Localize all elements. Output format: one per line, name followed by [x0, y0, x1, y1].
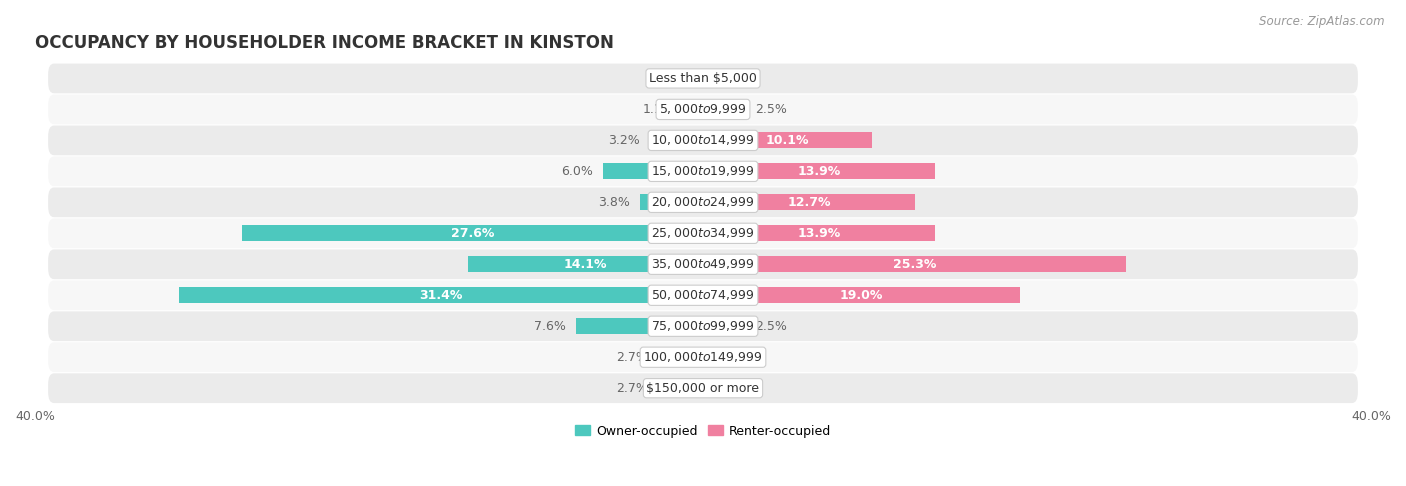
Text: $100,000 to $149,999: $100,000 to $149,999	[644, 350, 762, 364]
Bar	[703, 287, 1021, 303]
Text: $10,000 to $14,999: $10,000 to $14,999	[651, 133, 755, 147]
FancyBboxPatch shape	[48, 249, 1358, 279]
Text: 3.2%: 3.2%	[607, 134, 640, 147]
Text: 0.0%: 0.0%	[713, 382, 745, 395]
Bar	[703, 132, 872, 148]
FancyBboxPatch shape	[48, 280, 1358, 310]
FancyBboxPatch shape	[48, 312, 1358, 341]
FancyBboxPatch shape	[48, 188, 1358, 217]
Text: $25,000 to $34,999: $25,000 to $34,999	[651, 226, 755, 240]
Bar	[658, 349, 703, 365]
Text: 12.7%: 12.7%	[787, 196, 831, 209]
Text: Less than $5,000: Less than $5,000	[650, 72, 756, 85]
Text: $15,000 to $19,999: $15,000 to $19,999	[651, 164, 755, 178]
Bar	[703, 318, 745, 334]
FancyBboxPatch shape	[48, 64, 1358, 93]
Bar	[703, 102, 745, 118]
Text: OCCUPANCY BY HOUSEHOLDER INCOME BRACKET IN KINSTON: OCCUPANCY BY HOUSEHOLDER INCOME BRACKET …	[35, 35, 614, 52]
Bar	[242, 226, 703, 242]
Text: 13.9%: 13.9%	[797, 227, 841, 240]
Text: 25.3%: 25.3%	[893, 258, 936, 271]
Bar	[685, 102, 703, 118]
Bar	[468, 256, 703, 272]
Text: Source: ZipAtlas.com: Source: ZipAtlas.com	[1260, 15, 1385, 28]
Text: 31.4%: 31.4%	[419, 289, 463, 302]
Bar	[703, 226, 935, 242]
Text: 2.5%: 2.5%	[755, 320, 786, 333]
Text: $75,000 to $99,999: $75,000 to $99,999	[651, 319, 755, 333]
Text: 13.9%: 13.9%	[797, 165, 841, 178]
Bar	[703, 163, 935, 179]
Text: 19.0%: 19.0%	[839, 289, 883, 302]
Bar	[658, 380, 703, 396]
FancyBboxPatch shape	[48, 342, 1358, 372]
Bar	[179, 287, 703, 303]
Text: $20,000 to $24,999: $20,000 to $24,999	[651, 195, 755, 209]
Bar	[603, 163, 703, 179]
Text: 27.6%: 27.6%	[451, 227, 494, 240]
Bar	[703, 194, 915, 210]
Text: 2.5%: 2.5%	[755, 103, 786, 116]
Text: 2.7%: 2.7%	[616, 382, 648, 395]
Text: 6.0%: 6.0%	[561, 165, 593, 178]
Text: 3.8%: 3.8%	[598, 196, 630, 209]
Text: 7.6%: 7.6%	[534, 320, 567, 333]
Text: 0.0%: 0.0%	[661, 72, 693, 85]
Bar	[650, 132, 703, 148]
FancyBboxPatch shape	[48, 125, 1358, 155]
Bar	[576, 318, 703, 334]
FancyBboxPatch shape	[48, 373, 1358, 403]
Text: 1.1%: 1.1%	[643, 103, 675, 116]
Bar	[640, 194, 703, 210]
Legend: Owner-occupied, Renter-occupied: Owner-occupied, Renter-occupied	[569, 419, 837, 443]
FancyBboxPatch shape	[48, 95, 1358, 124]
Text: $150,000 or more: $150,000 or more	[647, 382, 759, 395]
Text: 10.1%: 10.1%	[766, 134, 808, 147]
Text: $5,000 to $9,999: $5,000 to $9,999	[659, 103, 747, 117]
Text: 0.0%: 0.0%	[713, 351, 745, 364]
FancyBboxPatch shape	[48, 218, 1358, 248]
Bar	[703, 256, 1126, 272]
Text: 2.7%: 2.7%	[616, 351, 648, 364]
Text: 14.1%: 14.1%	[564, 258, 607, 271]
Text: 0.0%: 0.0%	[713, 72, 745, 85]
FancyBboxPatch shape	[48, 156, 1358, 186]
Text: $35,000 to $49,999: $35,000 to $49,999	[651, 257, 755, 271]
Text: $50,000 to $74,999: $50,000 to $74,999	[651, 288, 755, 302]
